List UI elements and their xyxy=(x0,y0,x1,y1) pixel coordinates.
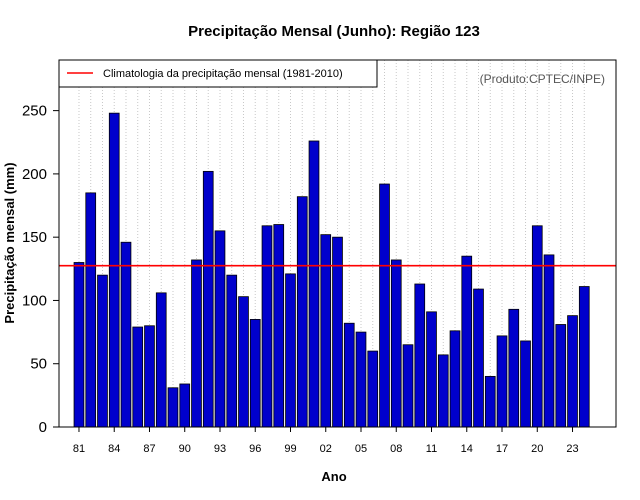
x-tick-label: 02 xyxy=(320,443,332,455)
legend-box xyxy=(58,59,378,88)
x-tick-label: 17 xyxy=(496,443,508,455)
bar xyxy=(73,262,85,428)
bar xyxy=(285,273,296,428)
bar xyxy=(531,225,543,428)
bar xyxy=(226,274,238,428)
bar xyxy=(85,192,97,428)
x-tick-label: 93 xyxy=(214,443,226,455)
bar xyxy=(108,112,120,428)
legend-climatology-label: Climatologia da precipitação mensal (198… xyxy=(103,68,343,80)
bar xyxy=(296,196,308,428)
bar xyxy=(308,140,320,428)
chart-title: Precipitação Mensal (Junho): Região 123 xyxy=(188,23,480,40)
bar xyxy=(343,322,355,428)
y-tick-label: 250 xyxy=(22,103,47,120)
bar xyxy=(355,331,367,428)
y-tick-label: 100 xyxy=(22,292,47,309)
bar xyxy=(179,383,191,428)
bar xyxy=(191,259,202,428)
y-axis: 0 50 100 150 200 250 xyxy=(22,103,59,436)
bar xyxy=(402,344,414,428)
bar xyxy=(144,325,155,428)
bar xyxy=(167,387,179,428)
x-axis-label: Ano xyxy=(321,469,346,484)
x-tick-label: 11 xyxy=(426,443,437,455)
bar xyxy=(261,225,273,428)
legend: Climatologia da precipitação mensal (198… xyxy=(58,59,378,88)
product-credit: (Produto:CPTEC/INPE) xyxy=(480,72,605,86)
x-tick-label: 87 xyxy=(143,443,155,455)
bar xyxy=(97,274,108,428)
bar xyxy=(426,311,437,428)
x-tick-label: 05 xyxy=(355,443,367,455)
bar xyxy=(555,324,567,428)
y-tick-label: 50 xyxy=(30,356,47,373)
bar xyxy=(567,315,578,428)
bar xyxy=(320,234,332,428)
x-axis: 81 84 87 90 93 96 99 02 05 08 11 14 17 20 23 xyxy=(73,427,579,455)
bar xyxy=(484,375,496,428)
x-tick-label: 23 xyxy=(566,443,578,455)
bar xyxy=(214,230,226,428)
x-tick-label: 84 xyxy=(108,443,120,455)
x-tick-label: 96 xyxy=(249,443,261,455)
bar xyxy=(473,288,484,428)
bar xyxy=(449,330,461,428)
x-tick-label: 14 xyxy=(461,443,473,455)
bar xyxy=(437,354,449,428)
bar xyxy=(367,350,379,428)
bar xyxy=(155,292,167,428)
bar xyxy=(249,319,261,428)
y-axis-label: Precipitação mensal (mm) xyxy=(2,162,17,323)
bar xyxy=(238,296,249,428)
bar xyxy=(120,241,132,428)
bar xyxy=(496,335,508,428)
bar xyxy=(508,308,520,428)
x-tick-label: 08 xyxy=(390,443,402,455)
bar xyxy=(273,224,285,428)
bar xyxy=(414,283,426,428)
x-tick-label: 90 xyxy=(179,443,191,455)
x-tick-label: 20 xyxy=(531,443,543,455)
bar xyxy=(202,170,214,428)
x-tick-label: 99 xyxy=(284,443,296,455)
bar xyxy=(132,326,144,428)
bar xyxy=(390,259,402,428)
y-tick-label: 150 xyxy=(22,229,47,246)
bar xyxy=(379,183,390,428)
bar xyxy=(578,286,590,428)
bar xyxy=(520,340,531,428)
y-tick-label: 200 xyxy=(22,166,47,183)
bar xyxy=(543,254,555,428)
x-tick-label: 81 xyxy=(73,443,85,455)
bar-series xyxy=(73,112,590,428)
y-tick-label: 0 xyxy=(39,419,47,436)
bar xyxy=(461,255,473,428)
